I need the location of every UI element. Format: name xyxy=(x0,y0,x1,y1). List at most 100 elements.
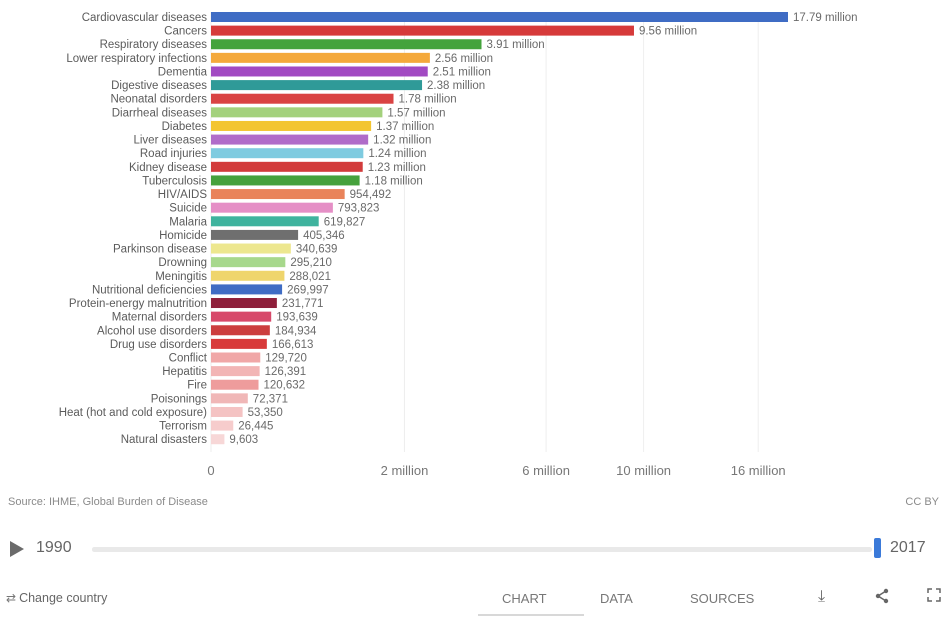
category-label: Protein-energy malnutrition xyxy=(69,298,207,310)
category-label: Liver diseases xyxy=(133,135,207,147)
value-label: 269,997 xyxy=(287,284,329,296)
category-label: Lower respiratory infections xyxy=(66,53,207,65)
timeline-start-year: 1990 xyxy=(36,539,72,556)
fullscreen-icon[interactable] xyxy=(927,588,941,607)
bar[interactable] xyxy=(211,352,261,363)
bar[interactable] xyxy=(211,229,299,240)
change-country-label: Change country xyxy=(19,591,108,605)
value-label: 1.18 million xyxy=(365,175,423,187)
value-label: 405,346 xyxy=(303,230,345,242)
download-icon[interactable]: ⤓ xyxy=(818,588,826,605)
chart-footer: ⇄ Change country CHART DATA SOURCES ⤓ xyxy=(0,582,945,620)
bar[interactable] xyxy=(211,393,248,404)
bar[interactable] xyxy=(211,202,333,213)
bar[interactable] xyxy=(211,366,260,377)
timeline-end-year: 2017 xyxy=(890,539,926,556)
value-label: 231,771 xyxy=(282,298,324,310)
category-label: Terrorism xyxy=(159,421,207,433)
category-label: Cancers xyxy=(164,26,207,38)
category-label: Drowning xyxy=(158,257,207,269)
value-label: 1.57 million xyxy=(387,107,445,119)
category-label: Fire xyxy=(187,380,207,392)
timeline-slider-track[interactable] xyxy=(92,547,872,552)
bar[interactable] xyxy=(211,52,430,63)
category-label: Road injuries xyxy=(140,148,207,160)
bar[interactable] xyxy=(211,311,272,322)
bar-chart: Cardiovascular diseases 17.79 million Canc… xyxy=(59,12,858,478)
bar[interactable] xyxy=(211,434,225,445)
bar[interactable] xyxy=(211,25,634,36)
bar[interactable] xyxy=(211,284,283,295)
swap-arrows-icon: ⇄ xyxy=(6,591,17,605)
value-label: 2.38 million xyxy=(427,80,485,92)
value-label: 193,639 xyxy=(276,312,318,324)
category-label: Digestive diseases xyxy=(111,80,207,92)
value-label: 3.91 million xyxy=(487,39,545,51)
value-label: 1.32 million xyxy=(373,135,431,147)
bar[interactable] xyxy=(211,379,259,390)
bar[interactable] xyxy=(211,120,372,131)
category-label: Alcohol use disorders xyxy=(97,325,207,337)
bar[interactable] xyxy=(211,93,394,104)
category-label: HIV/AIDS xyxy=(158,189,208,201)
category-label: Neonatal disorders xyxy=(110,94,207,106)
category-label: Diarrheal diseases xyxy=(112,107,207,119)
value-label: 9,603 xyxy=(229,434,258,446)
category-label: Kidney disease xyxy=(129,162,207,174)
x-tick-label: 2 million xyxy=(381,463,429,478)
value-label: 1.37 million xyxy=(376,121,434,133)
bar[interactable] xyxy=(211,66,428,77)
category-label: Hepatitis xyxy=(162,366,207,378)
value-label: 1.78 million xyxy=(399,94,457,106)
category-label: Suicide xyxy=(169,203,207,215)
bar[interactable] xyxy=(211,80,423,91)
play-icon[interactable] xyxy=(10,541,24,557)
bar[interactable] xyxy=(211,148,364,159)
value-label: 72,371 xyxy=(253,393,288,405)
category-label: Diabetes xyxy=(162,121,208,133)
bar[interactable] xyxy=(211,420,234,431)
tab-chart[interactable]: CHART xyxy=(502,591,547,606)
category-label: Heat (hot and cold exposure) xyxy=(59,407,207,419)
category-label: Maternal disorders xyxy=(112,312,207,324)
change-country-button[interactable]: ⇄ Change country xyxy=(6,591,107,605)
bar[interactable] xyxy=(211,134,369,145)
bar[interactable] xyxy=(211,216,319,227)
bar[interactable] xyxy=(211,107,383,118)
bar[interactable] xyxy=(211,175,360,186)
bar[interactable] xyxy=(211,270,285,281)
source-note: Source: IHME, Global Burden of Disease xyxy=(8,496,208,508)
x-tick-label: 10 million xyxy=(616,463,671,478)
bar[interactable] xyxy=(211,338,267,349)
category-label: Respiratory diseases xyxy=(100,39,208,51)
tab-data[interactable]: DATA xyxy=(600,591,633,606)
value-label: 288,021 xyxy=(289,271,331,283)
bar[interactable] xyxy=(211,189,345,200)
bar[interactable] xyxy=(211,325,270,336)
tab-sources[interactable]: SOURCES xyxy=(690,591,755,606)
value-label: 2.51 million xyxy=(433,66,491,78)
value-label: 619,827 xyxy=(324,216,366,228)
share-icon-graphic xyxy=(875,588,889,604)
x-tick-label: 0 xyxy=(207,463,214,478)
category-label: Cardiovascular diseases xyxy=(82,12,208,24)
share-icon[interactable] xyxy=(874,588,890,609)
category-label: Malaria xyxy=(169,216,207,228)
value-label: 793,823 xyxy=(338,203,380,215)
bar[interactable] xyxy=(211,298,277,309)
value-label: 2.56 million xyxy=(435,53,493,65)
bar[interactable] xyxy=(211,257,286,268)
timeline-slider-handle[interactable] xyxy=(874,538,881,558)
license-link[interactable]: CC BY xyxy=(905,496,939,508)
value-label: 184,934 xyxy=(275,325,317,337)
category-label: Meningitis xyxy=(155,271,207,283)
value-label: 126,391 xyxy=(265,366,307,378)
bar[interactable] xyxy=(211,39,482,50)
value-label: 9.56 million xyxy=(639,26,697,38)
value-label: 26,445 xyxy=(238,421,273,433)
bar[interactable] xyxy=(211,12,788,22)
bar[interactable] xyxy=(211,243,291,254)
bar[interactable] xyxy=(211,161,363,172)
value-label: 17.79 million xyxy=(793,12,858,24)
bar[interactable] xyxy=(211,406,243,417)
